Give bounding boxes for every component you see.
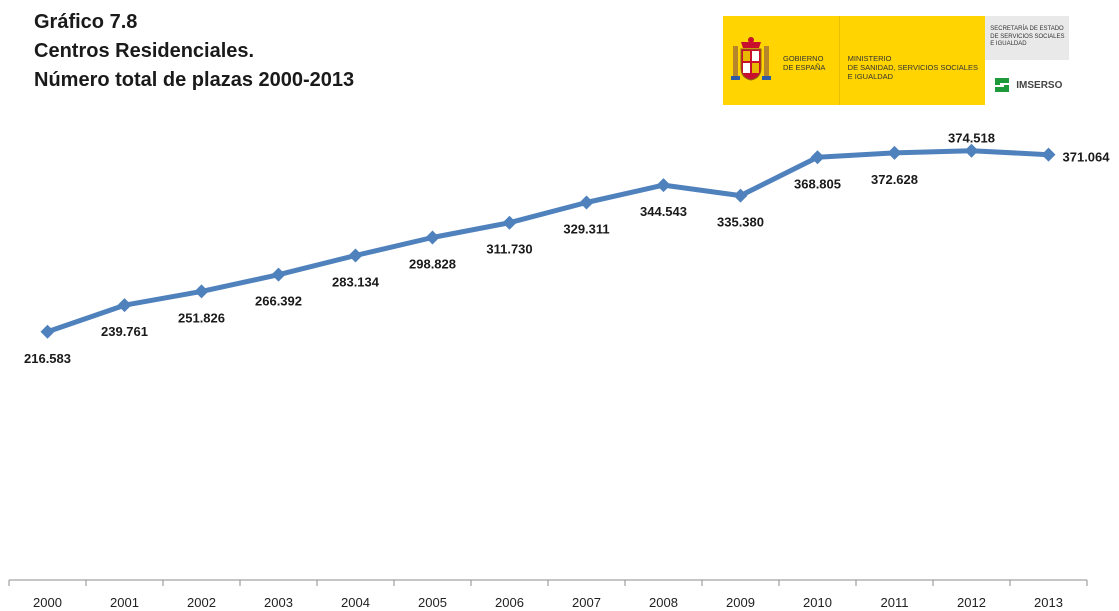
x-tick-label: 2009 xyxy=(726,595,755,610)
data-point xyxy=(348,248,363,263)
data-point xyxy=(40,324,55,339)
x-tick-label: 2006 xyxy=(495,595,524,610)
data-point xyxy=(117,298,132,313)
data-label: 329.311 xyxy=(563,222,609,237)
data-label: 372.628 xyxy=(871,172,918,187)
chart-subject: Centros Residenciales. xyxy=(34,40,255,62)
data-point xyxy=(733,188,748,203)
data-point xyxy=(271,267,286,282)
data-point xyxy=(194,284,209,299)
data-label: 298.828 xyxy=(409,256,456,271)
data-label: 335.380 xyxy=(717,215,764,230)
coat-of-arms-icon xyxy=(731,37,771,81)
x-tick-label: 2010 xyxy=(803,595,832,610)
data-label: 374.518 xyxy=(948,131,995,146)
data-label: 371.064 xyxy=(1063,150,1111,165)
x-tick-label: 2008 xyxy=(649,595,678,610)
secretaria-logo: SECRETARÍA DE ESTADO DE SERVICIOS SOCIAL… xyxy=(985,16,1070,105)
data-label: 368.805 xyxy=(794,176,841,191)
data-point xyxy=(425,230,440,245)
imserso-logo: IMSERSO xyxy=(991,72,1067,98)
gobierno-logo: GOBIERNO DE ESPAÑA xyxy=(723,16,840,105)
x-tick-label: 2011 xyxy=(881,595,909,610)
ministerio-text: MINISTERIO DE SANIDAD, SERVICIOS SOCIALE… xyxy=(847,54,978,81)
data-point xyxy=(1041,147,1056,162)
series-line xyxy=(45,148,1051,335)
figure-number: Gráfico 7.8 xyxy=(34,11,138,33)
secretaria-text: SECRETARÍA DE ESTADO DE SERVICIOS SOCIAL… xyxy=(990,26,1065,47)
x-tick-label: 2013 xyxy=(1034,595,1063,610)
x-tick-label: 2007 xyxy=(572,595,601,610)
data-label: 344.543 xyxy=(640,204,687,219)
data-point xyxy=(656,178,671,193)
chart-title: Gráfico 7.8 Centros Residenciales. Númer… xyxy=(34,8,354,95)
data-label: 239.761 xyxy=(101,324,148,339)
gobierno-text: GOBIERNO DE ESPAÑA xyxy=(783,54,826,72)
data-point xyxy=(502,215,517,230)
data-label: 216.583 xyxy=(24,351,71,366)
x-tick-label: 2001 xyxy=(110,595,139,610)
x-tick-label: 2000 xyxy=(33,595,62,610)
data-label: 266.392 xyxy=(255,294,302,309)
data-label: 283.134 xyxy=(332,274,380,289)
data-point xyxy=(579,195,594,210)
x-tick-label: 2004 xyxy=(341,595,370,610)
imserso-icon xyxy=(995,78,1010,92)
x-tick-label: 2012 xyxy=(957,595,986,610)
ministerio-logo: MINISTERIO DE SANIDAD, SERVICIOS SOCIALE… xyxy=(839,16,986,105)
imserso-label: IMSERSO xyxy=(1016,79,1063,91)
chart-subtitle: Número total de plazas 2000-2013 xyxy=(34,69,355,91)
x-tick-label: 2005 xyxy=(418,595,447,610)
data-point xyxy=(964,143,979,158)
x-tick-label: 2002 xyxy=(187,595,216,610)
government-logo-banner: GOBIERNO DE ESPAÑA MINISTERIO DE SANIDAD… xyxy=(723,16,1070,105)
data-label: 251.826 xyxy=(178,310,225,325)
data-label: 311.730 xyxy=(486,242,532,257)
data-point xyxy=(810,150,825,165)
x-tick-label: 2003 xyxy=(264,595,293,610)
data-point xyxy=(887,145,902,160)
